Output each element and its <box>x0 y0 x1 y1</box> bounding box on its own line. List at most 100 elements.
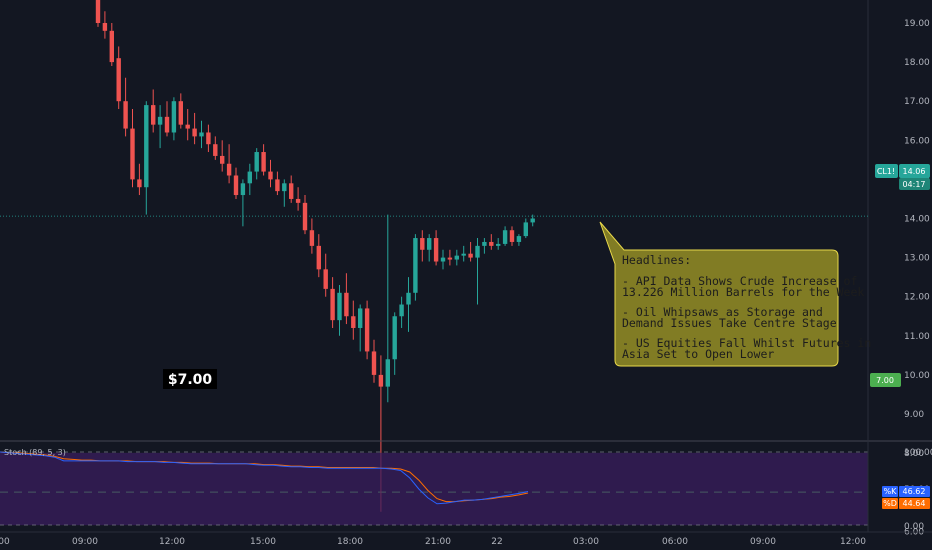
stoch-k-tag-name-box <box>882 486 898 497</box>
price-tick-label: 17.00 <box>904 97 930 107</box>
candle <box>144 101 149 215</box>
candle <box>282 179 287 207</box>
candle <box>157 105 163 149</box>
candle <box>523 218 528 239</box>
candle <box>302 195 308 235</box>
candle-body <box>157 116 163 125</box>
candle-body <box>109 30 114 63</box>
candle-body <box>330 288 335 321</box>
candle-body <box>316 245 321 270</box>
candle-body <box>502 230 508 244</box>
stoch-band <box>0 452 868 526</box>
candle <box>385 214 390 403</box>
candle-body <box>344 292 349 317</box>
candle <box>206 124 211 153</box>
candle <box>247 163 252 196</box>
price-tick-label: 18.00 <box>904 58 930 68</box>
last-price-box <box>899 164 930 178</box>
candle-body <box>420 238 425 250</box>
callout-line: - API Data Shows Crude Increase of <box>622 274 857 288</box>
candle-body <box>254 152 259 172</box>
candle <box>427 234 432 262</box>
candle <box>220 140 225 172</box>
candle <box>261 144 266 176</box>
time-tick-label: 21:00 <box>425 537 451 547</box>
candle <box>406 277 411 332</box>
stoch-d-tag: %D 44.64 <box>882 498 930 509</box>
price-tick-label: 13.00 <box>904 254 930 264</box>
stoch-k-tag-value-box <box>899 486 930 497</box>
candle-body <box>199 132 204 137</box>
candle-body <box>385 359 390 387</box>
candle-body <box>509 230 515 242</box>
stoch-d-tag-name: %D <box>883 499 897 508</box>
price-tick-label: 10.00 <box>904 371 930 381</box>
candle-body <box>364 308 370 352</box>
level-axis-tag-text: 7.00 <box>876 376 894 385</box>
candle <box>330 277 335 328</box>
callout-line: Demand Issues Take Centre Stage <box>622 316 837 330</box>
candle-body <box>171 101 177 133</box>
stoch-d-tag-name-box <box>882 498 898 509</box>
candle <box>151 89 156 133</box>
candle <box>275 171 280 196</box>
candle <box>496 238 501 250</box>
time-tick-label: 12:00 <box>159 537 185 547</box>
candle-body <box>496 243 501 246</box>
time-tick-label: 06:00 <box>662 537 688 547</box>
candle <box>171 97 177 141</box>
candle-body <box>151 105 156 125</box>
time-tick-label: 00 <box>0 537 10 547</box>
price-tick-label: 16.00 <box>904 136 930 146</box>
candle <box>254 148 259 180</box>
candle <box>123 77 128 137</box>
candle <box>164 101 170 137</box>
candle-body <box>530 218 535 223</box>
price-tick-label: 14.00 <box>904 215 930 225</box>
candle <box>530 214 535 227</box>
candle <box>130 109 135 188</box>
candle-body <box>523 222 528 237</box>
candle-body <box>454 255 459 260</box>
candle-body <box>220 155 225 164</box>
stoch-d-tag-value: 44.64 <box>903 499 926 508</box>
candle-body <box>261 152 266 172</box>
candle-body <box>475 245 480 258</box>
candle <box>413 234 418 301</box>
candle-body <box>268 171 273 180</box>
headlines-callout[interactable]: Headlines: - API Data Shows Crude Increa… <box>599 221 871 367</box>
last-price-text: 14.06 <box>903 167 926 176</box>
countdown-text: 04:17 <box>902 180 925 189</box>
symbol-tag-text: CL1! <box>877 167 895 176</box>
candle <box>509 226 515 246</box>
stoch-d-tag-value-box <box>899 498 930 509</box>
candle <box>433 230 439 266</box>
candle-body <box>123 101 128 129</box>
candle <box>295 187 301 211</box>
time-tick-label: 22 <box>491 537 502 547</box>
candle-body <box>185 124 190 129</box>
time-tick-label: 18:00 <box>337 537 363 547</box>
stoch-tick-label: 0.00 <box>904 522 924 532</box>
candle <box>192 112 197 145</box>
candle <box>454 249 459 266</box>
candle-body <box>116 58 121 102</box>
candle-body <box>130 128 135 180</box>
candle <box>461 245 466 262</box>
countdown-box <box>899 178 930 190</box>
stoch-tick-label: 100.00 <box>904 448 932 458</box>
callout-line: 13.226 Million Barrels for the Week <box>622 285 864 299</box>
candle-body <box>358 308 363 328</box>
price-tick-label: 9.00 <box>904 410 924 420</box>
candle <box>420 230 425 262</box>
time-axis[interactable]: 00 09:00 12:00 15:00 18:00 21:00 22 03:00 06:00 0… <box>0 537 866 547</box>
candle-body <box>295 198 301 203</box>
candle-body <box>275 179 280 192</box>
candle-body <box>482 241 487 246</box>
candle <box>137 163 142 196</box>
candle-body <box>213 144 218 156</box>
candle-body <box>206 132 211 145</box>
